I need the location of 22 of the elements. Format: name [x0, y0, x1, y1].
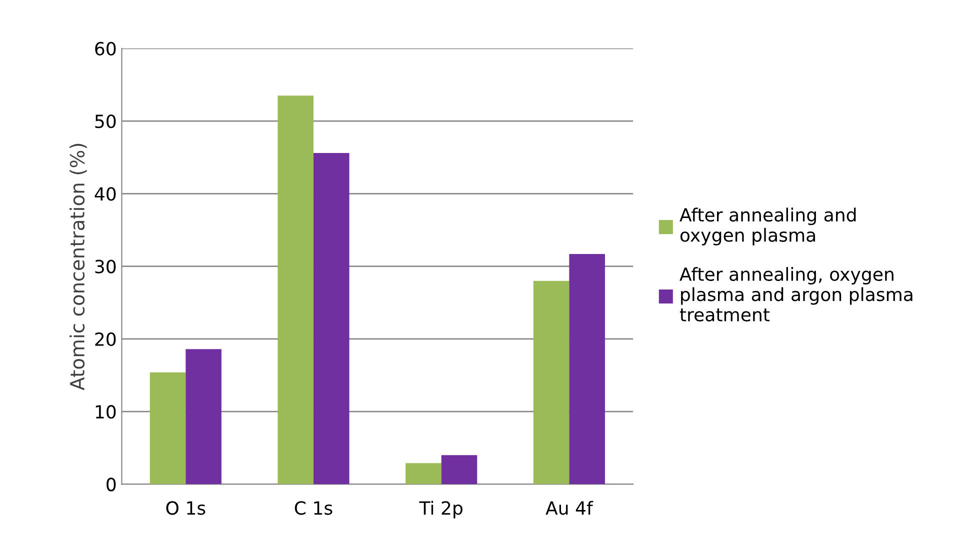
- y-tick-label: 60: [95, 42, 116, 56]
- bar: [314, 153, 350, 484]
- bar: [533, 280, 570, 484]
- x-tick-label: C 1s: [294, 501, 332, 515]
- bar: [186, 349, 222, 484]
- x-tick-label: Ti 2p: [419, 500, 462, 518]
- y-tick-label: 50: [95, 114, 116, 128]
- x-tick-label: O 1s: [166, 501, 206, 515]
- bar: [441, 455, 478, 484]
- y-axis-title: Atomic concentration (%): [70, 144, 87, 390]
- bar: [150, 372, 186, 484]
- y-tick-label: 20: [95, 332, 116, 346]
- y-tick-label: 30: [95, 260, 116, 274]
- bar: [406, 463, 442, 484]
- legend-label: After annealing and oxygen plasma: [680, 208, 856, 246]
- bar: [278, 96, 314, 484]
- legend-label: After annealing, oxygen plasma and argon plasma treatment: [680, 267, 912, 322]
- y-tick-label: 40: [94, 187, 116, 201]
- y-tick-label: 10: [96, 405, 116, 419]
- x-tick-label: Au 4f: [546, 500, 594, 515]
- bar: [569, 254, 605, 484]
- y-tick-label: 0: [106, 478, 116, 492]
